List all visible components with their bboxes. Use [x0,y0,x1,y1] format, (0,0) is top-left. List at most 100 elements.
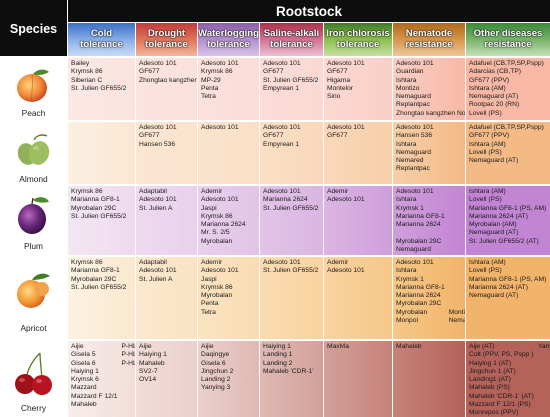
rootstock-entry: Adesoto 101 [139,267,177,275]
rootstock-entry: Adesoto 101 [396,188,434,195]
rootstock-entry: Ademir [327,259,349,266]
rootstock-entry: Ishtara [396,267,417,275]
rootstock-entry: Krymsk 86 [201,283,233,291]
rootstock-entry: Zhongtao kangzhen No.1 [396,109,465,117]
cell-left-column: Adesoto 101 Guardian Ishtara Montizo Nemagua… [396,60,465,118]
rootstock-entry: Myrobalan (AM) [469,221,517,229]
rootstock-entry: Adesoto 101 [263,259,301,266]
rootstock-entry: Adarcias (CB,TP) [469,68,522,76]
rootstock-entry: Adesoto 101 [263,188,301,195]
column-header-iron-chlorosis: Iron chlorosis tolerance [324,23,392,56]
rootstock-entry: P-HL-C [121,359,135,367]
species-cell: Cherry [0,341,67,417]
rootstock-entry: Jaspi [201,275,217,283]
rootstock-entry: Marianna GF8-1 (PS, AM) [469,204,547,212]
rootstock-entry: Replantpac [396,165,430,173]
rootstock-entry: GF677 [263,132,284,140]
rootstock-entry: Marianna 2624 [396,221,441,229]
rootstock-entry: Marianna 2624 [201,221,246,229]
rootstock-entry: Ademir [327,188,349,195]
species-name: Cherry [20,403,47,413]
rootstock-entry: Aijie [201,343,214,350]
rootstock-entry: GF677 [263,68,284,76]
rootstock-entry: Krymsk 6 [71,376,99,384]
rootstock-entry: Bailey [71,60,90,67]
column-header-saline-alkali: Saline-alkali tolerance [260,23,323,56]
table-row-cherry: Cherry Aijie Gisela 5 Gisela 6 Haiying 1 Krym… [0,341,550,417]
rootstock-entry: Empyrean 1 [263,140,300,148]
cell-left-column: Aijie Gisela 5 Gisela 6 Haiying 1 Krymsk 6 Ma… [71,343,117,409]
rootstock-entry [538,360,550,368]
cell-6: Adesoto 101 Guardian Ishtara Montizo Nemagua… [393,58,465,120]
rootstock-entry: Marianna 2624 [396,292,441,300]
rootstock-entry: Nemaguard [396,93,431,101]
apricot-fruit-icon [12,267,56,316]
rootstock-entry: Penta [201,300,219,308]
rootstock-entry: Penta [201,84,219,92]
cell-7: Aije (AT) Colt (PPV, PS, Pspp ) Haiying 1 … [466,341,550,417]
rootstock-entry: Ishtara (AM) [469,140,506,148]
rootstock-entry: Montizo [396,84,420,92]
plum-fruit-icon [12,194,52,241]
rootstock-entry: Siberian C [71,76,103,84]
cell-right-column: P-HL-AP-HL-BP-HL-C [121,343,135,409]
cell-2: Adesoto 101 GF677 Hansen 536 [136,122,197,184]
rootstock-entry: Landing 2 [263,359,293,367]
rootstock-entry: Yanying 3 (AT) [537,343,550,350]
cell-5: MaxMa [324,341,392,417]
rootstock-entry: Monrepos (PPV) [469,409,519,417]
rootstock-entry: Marianna 2624 (AT) [469,283,528,291]
cell-4: Haiying 1 Landing 1 Landing 2 Mahaleb 'CDR-… [260,341,323,417]
rootstock-entry: Krymsk 86 [71,68,103,76]
rootstock-entry: Rootpac 20 (RN) [469,101,520,109]
rootstock-entry: Lovell (PS) [469,109,502,117]
cell-6: Adesoto 101 Hansen 536 Ishtara Nemaguard Nem… [393,122,465,184]
rootstock-entry: SV2-7 [139,367,158,375]
rootstock-entry: Aijie [71,343,84,350]
rootstock-entry: Adesoto 101 [139,196,177,204]
rootstock-entry: Guardian [396,68,424,76]
rootstock-entry [449,267,465,275]
column-header-nematode: Nematode resistance [393,23,465,56]
cell-right-column: Yanying 3 (AT) [538,343,550,417]
rootstock-entry: Krymsk 1 [396,275,424,283]
rootstock-entry: Myrobalan [201,292,233,300]
rootstock-entry: Jingchun 1 (AT) [469,367,516,375]
rootstock-entry: Krymsk 86 [71,188,103,195]
rootstock-entry: Mazzard [71,384,97,392]
rootstock-entry: Zhongtao kangzhen No.1 [139,76,197,84]
rootstock-entry: Ishtara (AM) [469,259,506,266]
rootstock-entry: St. Julien GF655/2 [263,76,319,84]
rootstock-entry: Montelor [327,84,354,92]
rootstock-entry: MP-29 [201,76,221,84]
rootstock-entry: Sirio [327,93,341,101]
rootstock-entry: Marianna GF8-1 [71,196,120,204]
rootstock-entry: Adesoto 101 [396,259,434,266]
cell-4: Adesoto 101 GF677 St. Julien GF655/2 Empyre… [260,58,323,120]
rootstock-entry: Nemaguard (AT) [469,292,519,300]
rootstock-entry [449,292,465,300]
cell-4: Adesoto 101 GF677 Empyrean 1 [260,122,323,184]
column-header-drought: Drought tolerance [136,23,197,56]
rootstock-entry: GF677 (PPV) [469,76,510,84]
rootstock-entry [538,351,550,359]
rootstock-entry [449,276,465,284]
rootstock-entry: Nemared [396,157,424,165]
rootstock-entry: OV14 [139,376,157,384]
rootstock-entry: Lovell (PS) [469,196,502,204]
rootstock-entry: Haiying 1 [139,351,167,359]
rootstock-entry: Hansen 536 [139,140,176,148]
rootstock-entry: Adesoto 101 [263,124,301,131]
rootstock-entry: Myrobalan [201,237,233,245]
rootstock-entry: Myrobalan 29C [71,275,117,283]
rootstock-entry: GF677 [327,68,348,76]
cell-6: Adesoto 101 Ishtara Krymsk 1 Marianna GF8-1… [393,186,465,255]
rootstock-entry: Marianna 2624 (AT) [469,212,528,220]
rootstock-entry: Ademir [201,259,223,266]
cell-1: Krymsk 86 Marianna GF8-1 Myrobalan 29C St. … [68,186,135,255]
rootstock-entry: P-HL-A [121,343,135,350]
species-name: Plum [23,241,44,251]
rootstock-entry: Marianna GF8-1 [396,283,445,291]
rootstock-entry: Adesoto 101 [263,60,301,67]
rootstock-entry: Mahaleb 'CDR-1' [263,367,314,375]
